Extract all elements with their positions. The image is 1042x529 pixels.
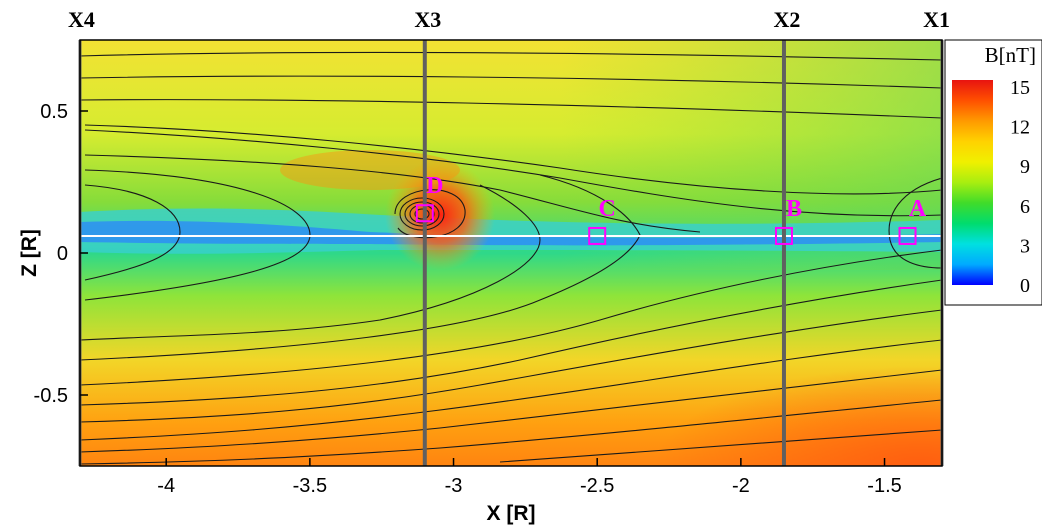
field-line [499, 429, 942, 463]
cut-label-x2: X2 [774, 7, 801, 32]
colorbar-tick-label: 6 [1020, 196, 1030, 218]
field-line [84, 154, 701, 233]
flux-rope-loop [399, 197, 445, 231]
marker-label-a: A [909, 196, 927, 222]
marker-box-d [415, 204, 434, 223]
flux-rope-loop [404, 201, 440, 227]
x-axis-title: X [R] [487, 502, 536, 525]
field-line [80, 399, 942, 465]
marker-label-d: D [426, 173, 443, 199]
colorbar-tick-label: 15 [1010, 77, 1030, 99]
colorbar-tick-label: 12 [1010, 117, 1030, 139]
field-line [80, 75, 942, 89]
field-line [84, 184, 181, 281]
y-tick-label: -0.5 [34, 385, 68, 407]
hot-spot [385, 160, 495, 270]
colorbar-tick-label: 9 [1020, 156, 1030, 178]
colorbar-title: B[nT] [985, 43, 1036, 67]
field-line [84, 169, 311, 301]
field-line [80, 309, 942, 423]
cut-label-x3: X3 [414, 7, 441, 32]
flux-rope-loop [414, 208, 430, 220]
cut-label-x4: X4 [68, 7, 95, 32]
x-tick-label: -3 [445, 475, 463, 497]
field-line [80, 369, 942, 453]
field-line [80, 279, 942, 406]
x-axis: -4 -3.5 -3 -2.5 -2 -1.5 [157, 458, 902, 497]
colorbar: B[nT] 15 12 9 6 3 0 [944, 39, 1042, 306]
colorbar-tick-label: 3 [1020, 235, 1030, 257]
field-line [84, 129, 942, 217]
y-axis-title: Z [R] [18, 229, 41, 277]
x-tick-label: -1.5 [867, 475, 901, 497]
colorbar-gradient [952, 80, 993, 285]
x-tick-label: -2 [732, 475, 750, 497]
y-axis: 0.5 0 -0.5 [34, 101, 88, 407]
field-line [394, 189, 466, 239]
upper-enhancement [280, 150, 460, 190]
field-line [888, 177, 942, 269]
field-line [80, 99, 942, 119]
current-sheet-core [80, 220, 942, 246]
x-tick-label: -4 [157, 475, 175, 497]
marker-box-a [898, 226, 917, 245]
field-line [80, 174, 641, 361]
markers: A B C D [415, 173, 927, 245]
heatmap-lower-right-region [500, 300, 942, 466]
field-line [80, 249, 942, 386]
colorbar-tick-label: 0 [1020, 275, 1030, 297]
field-line [80, 184, 541, 341]
field-line [80, 51, 942, 61]
marker-box-c [588, 226, 607, 245]
marker-box-b [774, 226, 793, 245]
marker-label-c: C [599, 196, 616, 222]
field-line [84, 124, 942, 195]
marker-label-b: B [786, 196, 802, 222]
y-tick-label: 0.5 [40, 101, 68, 123]
heatmap-layer [80, 40, 942, 466]
x-tick-label: -2.5 [580, 475, 614, 497]
x-tick-label: -3.5 [293, 475, 327, 497]
y-tick-label: 0 [57, 243, 68, 265]
cut-label-x1: X1 [923, 7, 950, 32]
